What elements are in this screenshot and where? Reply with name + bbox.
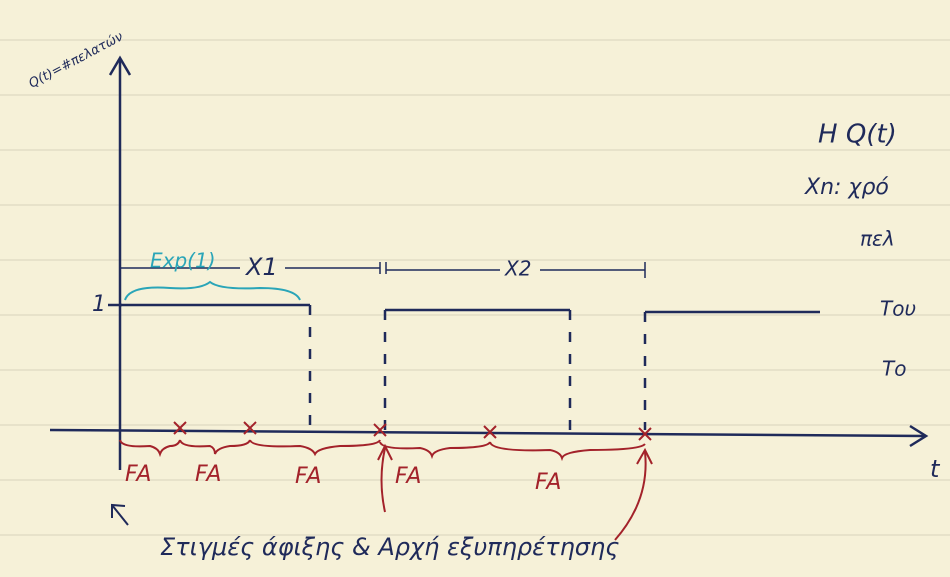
side-note: Του [880,297,916,321]
side-note: πελ [860,227,895,251]
caption: Στιγμές άφιξης & Αρχή εξυπηρέτησης [160,533,619,561]
note-page: Q(t)=#πελατών t 1 X1 X2 Exp(1) FA FA FA [0,0,950,577]
exp-label: Exp(1) [150,249,216,273]
fa-label: FA [195,462,221,487]
x2-label: X2 [504,257,531,281]
fa-label: FA [535,470,561,495]
fa-label: FA [395,464,421,489]
fa-label: FA [125,462,151,487]
x-axis-label: t [930,455,941,483]
level-label: 1 [92,292,106,317]
side-note: Το [882,357,906,381]
fa-label: FA [295,464,321,489]
side-note: Xn: χρό [804,175,889,200]
x1-label: X1 [244,253,278,281]
side-note: H Q(t) [818,120,897,150]
